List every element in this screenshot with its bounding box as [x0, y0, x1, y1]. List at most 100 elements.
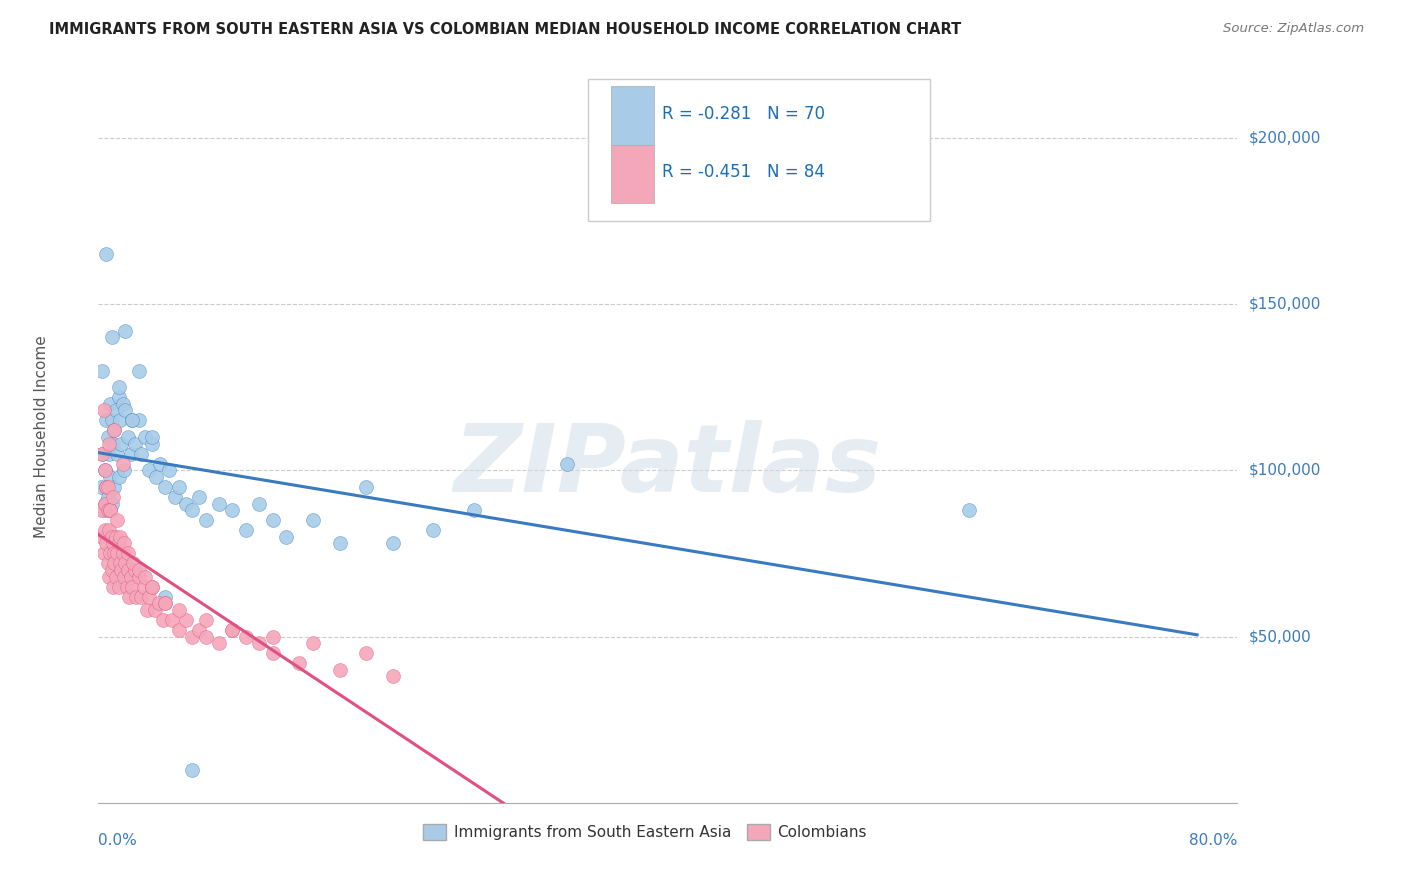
Point: [108, 413, 131, 427]
Point: [135, 603, 157, 617]
Point: [101, 536, 124, 550]
Point: [110, 436, 132, 450]
Point: [329, 536, 352, 550]
Point: [117, 546, 139, 560]
Point: [221, 503, 243, 517]
Point: [356, 480, 378, 494]
Point: [108, 530, 131, 544]
Point: [128, 570, 150, 584]
Point: [124, 563, 146, 577]
Point: [94, 463, 117, 477]
Point: [96, 480, 118, 494]
Point: [187, 623, 209, 637]
Text: $200,000: $200,000: [1249, 130, 1320, 145]
Point: [98, 436, 121, 450]
Point: [121, 413, 143, 427]
Point: [100, 503, 122, 517]
Point: [117, 563, 139, 577]
Point: [128, 363, 150, 377]
Point: [155, 596, 177, 610]
Point: [111, 546, 134, 560]
Point: [128, 563, 150, 577]
Text: ZIPatlas: ZIPatlas: [454, 420, 882, 512]
Point: [94, 463, 117, 477]
Point: [167, 480, 190, 494]
Point: [382, 669, 405, 683]
Text: 0.0%: 0.0%: [98, 833, 138, 848]
Point: [121, 580, 143, 594]
Point: [107, 390, 129, 404]
Point: [101, 490, 124, 504]
Point: [96, 413, 118, 427]
Point: [141, 580, 163, 594]
Point: [134, 570, 156, 584]
Point: [117, 430, 139, 444]
Text: $50,000: $50,000: [1249, 629, 1312, 644]
Point: [112, 463, 135, 477]
Point: [235, 630, 257, 644]
Point: [93, 403, 115, 417]
Point: [105, 513, 128, 527]
Point: [160, 613, 183, 627]
Point: [120, 447, 142, 461]
Point: [104, 530, 127, 544]
FancyBboxPatch shape: [612, 145, 654, 203]
Point: [145, 470, 167, 484]
Point: [463, 503, 485, 517]
Point: [114, 324, 136, 338]
Point: [104, 403, 127, 417]
Point: [174, 497, 197, 511]
Point: [129, 447, 152, 461]
Point: [107, 380, 129, 394]
Point: [208, 636, 231, 650]
Point: [957, 503, 980, 517]
Text: 80.0%: 80.0%: [1189, 833, 1237, 848]
Text: $100,000: $100,000: [1249, 463, 1320, 478]
Point: [107, 470, 129, 484]
Point: [98, 447, 121, 461]
Point: [103, 546, 125, 560]
Point: [194, 513, 217, 527]
Point: [111, 457, 134, 471]
Point: [122, 557, 145, 571]
Point: [155, 590, 177, 604]
Point: [97, 480, 120, 494]
Point: [114, 557, 136, 571]
Point: [141, 436, 163, 450]
FancyBboxPatch shape: [612, 86, 654, 145]
Point: [98, 503, 121, 517]
Point: [208, 497, 231, 511]
Point: [90, 480, 112, 494]
Point: [143, 603, 166, 617]
Point: [125, 590, 148, 604]
Point: [422, 523, 444, 537]
Point: [105, 447, 128, 461]
Point: [112, 570, 135, 584]
Point: [152, 613, 174, 627]
Point: [118, 590, 141, 604]
Point: [98, 570, 121, 584]
Point: [274, 530, 297, 544]
Point: [96, 247, 118, 261]
Point: [148, 596, 170, 610]
Point: [115, 580, 138, 594]
Point: [94, 497, 117, 511]
Text: IMMIGRANTS FROM SOUTH EASTERN ASIA VS COLOMBIAN MEDIAN HOUSEHOLD INCOME CORRELAT: IMMIGRANTS FROM SOUTH EASTERN ASIA VS CO…: [49, 22, 962, 37]
Point: [221, 623, 243, 637]
Point: [167, 623, 190, 637]
Point: [149, 457, 172, 471]
Legend: Immigrants from South Eastern Asia, Colombians: Immigrants from South Eastern Asia, Colo…: [418, 818, 873, 847]
Point: [103, 557, 125, 571]
Point: [98, 523, 121, 537]
Point: [96, 536, 118, 550]
Point: [111, 397, 134, 411]
Point: [329, 663, 352, 677]
Point: [105, 546, 128, 560]
Point: [301, 513, 323, 527]
Point: [124, 436, 146, 450]
Point: [382, 536, 405, 550]
Point: [181, 630, 204, 644]
Point: [91, 447, 114, 461]
Point: [107, 580, 129, 594]
Point: [93, 503, 115, 517]
